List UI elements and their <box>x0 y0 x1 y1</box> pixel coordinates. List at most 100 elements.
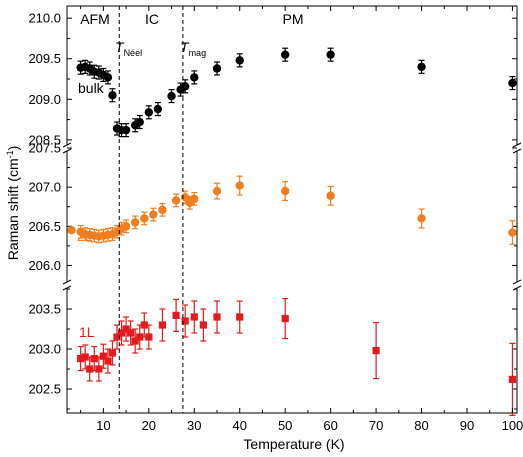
data-point <box>121 222 131 231</box>
series-label-bulk: bulk <box>78 80 105 96</box>
region-label-pm: PM <box>283 11 304 27</box>
x-tick-label: 90 <box>460 418 474 433</box>
t-neel-label-main: T <box>115 39 125 55</box>
axis-break-mark <box>62 142 72 148</box>
t-mag-label: Tmag <box>180 39 206 58</box>
axis-break-gap <box>63 282 71 288</box>
data-point <box>104 357 112 365</box>
series-bulk <box>76 47 517 138</box>
data-point <box>326 50 335 59</box>
region-label-afm: AFM <box>80 11 110 27</box>
series-2L <box>67 175 517 245</box>
axis-break-mark <box>512 279 522 285</box>
data-point <box>113 333 121 341</box>
data-point <box>77 355 85 363</box>
data-point <box>153 104 163 114</box>
data-point <box>190 194 199 204</box>
region-label-ic: IC <box>145 11 159 27</box>
t-neel-label-sub: Néel <box>124 48 143 58</box>
data-point <box>158 321 167 329</box>
x-tick-label: 40 <box>232 418 246 433</box>
data-point <box>199 321 207 329</box>
axis-break-mark <box>62 148 72 154</box>
data-point <box>158 205 167 215</box>
axis-break-mark <box>512 148 522 154</box>
transition-lines <box>118 6 184 413</box>
data-point <box>136 333 144 341</box>
x-tick-label: 30 <box>187 418 201 433</box>
axis-break-mark <box>512 142 522 148</box>
series-label-1L: 1L <box>79 324 95 340</box>
series-label-2L: 2L <box>77 228 93 244</box>
data-point <box>181 317 189 325</box>
data-point <box>508 375 517 383</box>
y-axis-label: Raman shift (cm-1) <box>5 146 21 261</box>
data-point <box>508 228 517 237</box>
data-point <box>149 210 158 219</box>
y-tick-label: 207.0 <box>28 180 61 195</box>
panel-1: 208.5 209.0 209.5 210.0 <box>28 11 517 147</box>
data-point <box>144 108 154 117</box>
data-point <box>372 347 380 355</box>
data-point <box>131 337 139 345</box>
t-mag-label-main: T <box>180 39 190 55</box>
y-tick-label: 208.5 <box>28 132 61 147</box>
data-point <box>135 117 144 127</box>
data-point <box>127 329 135 337</box>
data-point <box>213 313 221 321</box>
data-point <box>103 73 113 82</box>
data-point <box>86 365 94 373</box>
x-tick-label: 10 <box>96 418 110 433</box>
panel-2: 206.0 206.5 207.0 207.5 <box>28 141 517 273</box>
data-point <box>235 181 244 190</box>
axis-break-mark <box>62 279 72 285</box>
data-point <box>172 311 180 319</box>
t-neel-label: TNéel <box>115 39 142 58</box>
y-tick-label: 206.5 <box>28 219 61 234</box>
data-point <box>190 73 199 82</box>
y-tick-label: 203.5 <box>28 302 61 317</box>
data-point <box>95 365 103 373</box>
data-point <box>417 62 426 72</box>
y-tick-label: 209.0 <box>28 92 61 107</box>
data-point <box>326 191 335 200</box>
data-point <box>167 91 176 101</box>
x-tick-label: 80 <box>414 418 428 433</box>
data-point <box>180 82 190 91</box>
data-point <box>117 329 126 337</box>
data-point <box>236 313 244 321</box>
y-tick-label: 202.5 <box>28 382 61 397</box>
y-tick-label: 206.0 <box>28 258 61 273</box>
data-point <box>140 214 149 223</box>
x-tick-label: 70 <box>369 418 383 433</box>
x-axis-label: Temperature (K) <box>243 436 344 452</box>
data-point <box>145 333 153 341</box>
data-point <box>122 325 130 333</box>
data-point <box>108 349 117 357</box>
x-tick-label: 60 <box>323 418 337 433</box>
data-point <box>90 355 98 363</box>
y-tick-label: 203.0 <box>28 342 61 357</box>
t-mag-label-sub: mag <box>189 48 207 58</box>
data-point <box>212 64 222 73</box>
x-tick-label: 50 <box>278 418 292 433</box>
y-tick-label: 210.0 <box>28 11 61 26</box>
plot-border <box>66 5 518 414</box>
data-point <box>190 313 198 321</box>
chart-panels: 208.5 209.0 209.5 210.0 206.0 206.5 207.0 207.5… <box>28 11 517 416</box>
data-point <box>140 321 148 329</box>
series-1L <box>77 298 517 416</box>
axis-break-mark <box>62 285 72 291</box>
data-point <box>108 91 117 100</box>
x-tick-label: 20 <box>142 418 156 433</box>
y-tick-label: 209.5 <box>28 51 61 66</box>
y-tick-label: 207.5 <box>28 141 61 156</box>
data-point <box>171 196 181 205</box>
data-point <box>281 315 289 323</box>
data-point <box>212 186 222 196</box>
x-tick-label: 100 <box>502 418 523 433</box>
data-point <box>417 214 426 223</box>
data-point <box>81 353 89 361</box>
